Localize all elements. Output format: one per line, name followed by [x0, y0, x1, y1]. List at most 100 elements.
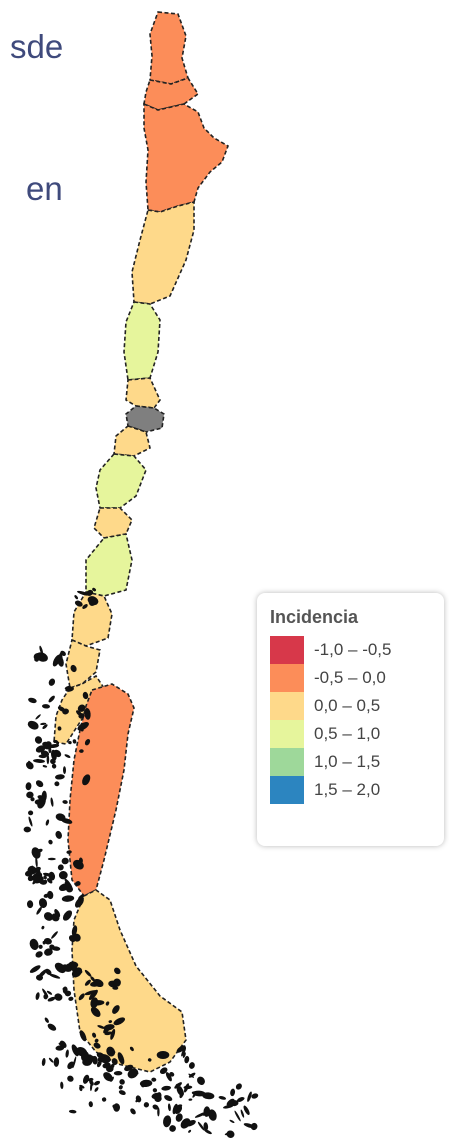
- island: [27, 720, 39, 730]
- island: [45, 819, 50, 826]
- island: [223, 1104, 234, 1109]
- island: [113, 978, 121, 987]
- legend-label: -1,0 – -0,5: [314, 640, 392, 659]
- island: [51, 913, 60, 922]
- island: [67, 1061, 75, 1070]
- legend-label: 1,5 – 2,0: [314, 780, 381, 799]
- island: [58, 883, 70, 892]
- island: [82, 774, 91, 786]
- island: [93, 1080, 101, 1086]
- island: [197, 1121, 205, 1131]
- island: [28, 810, 34, 816]
- island: [29, 938, 39, 950]
- legend-label: 0,5 – 1,0: [314, 724, 381, 743]
- legend: Incidencia -1,0 – -0,5 -0,5 – 0,0 0,0 – 0,…: [257, 593, 444, 846]
- island: [103, 1026, 110, 1034]
- island: [55, 1045, 65, 1051]
- island: [102, 1062, 111, 1069]
- island: [41, 925, 45, 930]
- island: [35, 951, 43, 958]
- island: [42, 704, 50, 709]
- island: [94, 1038, 99, 1043]
- island: [39, 645, 44, 655]
- island: [119, 1079, 125, 1085]
- island: [38, 754, 47, 759]
- island: [152, 1104, 159, 1110]
- legend-item: 0,0 – 0,5: [270, 692, 432, 720]
- island: [79, 1030, 87, 1042]
- island: [97, 1025, 106, 1029]
- island: [67, 1075, 74, 1082]
- text-fragment-sde: sde: [10, 28, 64, 65]
- island: [117, 1052, 125, 1065]
- island: [240, 1109, 245, 1118]
- island: [236, 1097, 245, 1102]
- island: [64, 990, 72, 997]
- island: [32, 866, 41, 874]
- island: [53, 1057, 60, 1067]
- island: [62, 910, 73, 921]
- island: [135, 1095, 142, 1103]
- island: [55, 774, 65, 780]
- island: [38, 898, 48, 909]
- island: [181, 1047, 187, 1057]
- island: [51, 763, 57, 769]
- island: [130, 1108, 136, 1115]
- island: [26, 900, 34, 909]
- island: [118, 1090, 126, 1096]
- island: [235, 1083, 242, 1090]
- region-maule: [95, 453, 147, 509]
- island: [74, 600, 83, 607]
- island: [110, 1076, 114, 1082]
- island: [52, 654, 61, 667]
- island: [70, 664, 77, 673]
- island: [218, 1096, 227, 1100]
- island: [34, 736, 43, 744]
- island: [71, 925, 78, 937]
- island: [55, 813, 66, 822]
- island: [188, 1129, 192, 1133]
- island: [176, 1086, 184, 1097]
- island: [73, 933, 81, 942]
- island: [106, 1046, 116, 1057]
- island: [58, 870, 68, 880]
- legend-title: Incidencia: [270, 607, 359, 627]
- island: [84, 979, 91, 986]
- island: [23, 826, 31, 833]
- island: [204, 1129, 212, 1135]
- island: [44, 1017, 49, 1023]
- island: [68, 996, 74, 1001]
- island: [45, 968, 52, 976]
- island: [110, 1063, 115, 1069]
- legend-item: 0,5 – 1,0: [270, 720, 432, 748]
- island: [74, 595, 78, 600]
- island: [41, 790, 47, 802]
- island: [230, 1088, 236, 1097]
- legend-swatch: [270, 720, 304, 748]
- island: [34, 657, 39, 662]
- legend-label: -0,5 – 0,0: [314, 668, 386, 687]
- legend-swatch: [270, 664, 304, 692]
- island: [55, 830, 62, 839]
- island: [64, 685, 71, 690]
- island: [37, 969, 48, 979]
- island: [87, 1077, 94, 1082]
- island: [172, 1103, 178, 1115]
- island: [88, 1057, 93, 1066]
- region-los-r-os: [65, 638, 101, 690]
- island: [62, 800, 68, 804]
- island: [152, 1088, 158, 1093]
- island: [234, 1110, 241, 1122]
- island: [43, 937, 52, 945]
- island: [40, 722, 47, 726]
- island: [90, 997, 99, 1009]
- island: [156, 1051, 170, 1059]
- island: [133, 1068, 139, 1075]
- island: [226, 1130, 235, 1138]
- legend-item: -1,0 – -0,5: [270, 636, 432, 664]
- island: [129, 1046, 134, 1052]
- island: [73, 859, 84, 870]
- legend-items: -1,0 – -0,5 -0,5 – 0,0 0,0 – 0,5 0,5 – 1,0 1…: [270, 636, 432, 804]
- region-valpara-so: [125, 377, 161, 409]
